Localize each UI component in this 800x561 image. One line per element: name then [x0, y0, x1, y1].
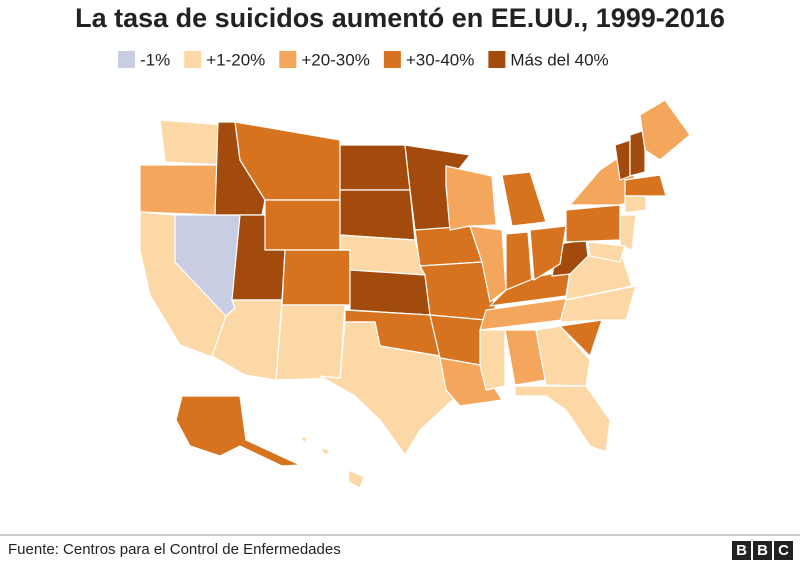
state: [281, 249, 351, 306]
state: [339, 234, 426, 276]
state: [469, 225, 507, 303]
state: [535, 325, 591, 387]
logo-letter: C: [778, 542, 789, 559]
state: [275, 304, 346, 381]
state: [299, 435, 309, 444]
state: [559, 319, 603, 357]
legend-label: Más del 40%: [510, 50, 608, 69]
logo-box: [774, 541, 793, 560]
logo-letter: B: [757, 542, 768, 559]
map: [139, 99, 691, 489]
legend-swatch: [279, 51, 297, 68]
state: [139, 164, 223, 216]
state: [624, 195, 647, 214]
legend-swatch: [118, 51, 135, 68]
state: [629, 129, 646, 177]
state: [479, 329, 506, 391]
title: La tasa de suicidos aumentó en EE.UU., 1…: [75, 3, 725, 33]
state: [624, 174, 667, 197]
legend-label: +1-20%: [206, 50, 265, 69]
state: [501, 171, 547, 227]
legend-swatch: [488, 51, 506, 68]
logo-box: [753, 541, 772, 560]
state: [339, 189, 416, 241]
state: [587, 241, 626, 263]
state: [349, 269, 431, 316]
legend-swatch: [184, 51, 202, 68]
state: [529, 225, 567, 281]
legend-label: +30-40%: [406, 50, 475, 69]
state: [347, 469, 365, 489]
state: [559, 285, 637, 323]
state: [339, 144, 411, 191]
state: [264, 199, 341, 251]
state: [565, 204, 621, 243]
state: [319, 447, 331, 457]
legend-swatch: [383, 51, 401, 68]
state: [175, 395, 301, 467]
legend-label: -1%: [140, 50, 170, 69]
state: [439, 357, 503, 407]
state: [159, 119, 226, 166]
state: [514, 385, 611, 453]
state: [619, 214, 637, 251]
state: [639, 99, 691, 161]
legend-label: +20-30%: [301, 50, 370, 69]
legend: -1% +1-20% +20-30% +30-40% Más del 40%: [118, 50, 609, 69]
logo-box: [732, 541, 751, 560]
state: [445, 165, 497, 231]
logo-letter: B: [736, 542, 747, 559]
source: Fuente: Centros para el Control de Enfer…: [8, 541, 341, 558]
state: [319, 321, 456, 456]
